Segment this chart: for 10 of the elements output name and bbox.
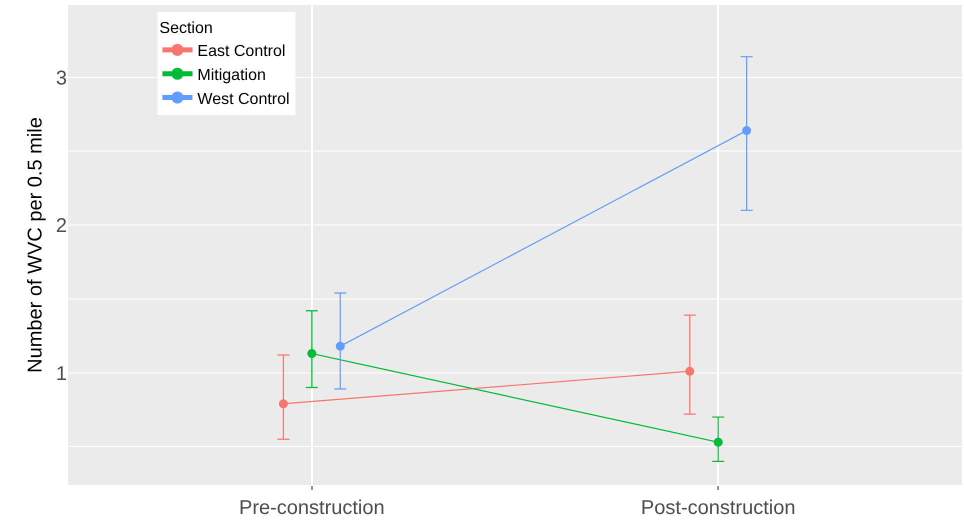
y-tick-label: 2 <box>56 215 67 238</box>
y-tick-label: 3 <box>56 67 67 90</box>
y-tick-label: 1 <box>56 362 67 385</box>
x-tick-label: Post-construction <box>640 497 796 519</box>
legend-label: Mitigation <box>197 66 266 84</box>
legend-label: West Control <box>197 90 290 108</box>
legend-title: Section <box>159 20 213 37</box>
y-axis-title: Number of WVC per 0.5 mile <box>24 117 46 373</box>
legend-label: East Control <box>197 43 286 60</box>
x-tick-label: Pre-construction <box>239 497 385 519</box>
